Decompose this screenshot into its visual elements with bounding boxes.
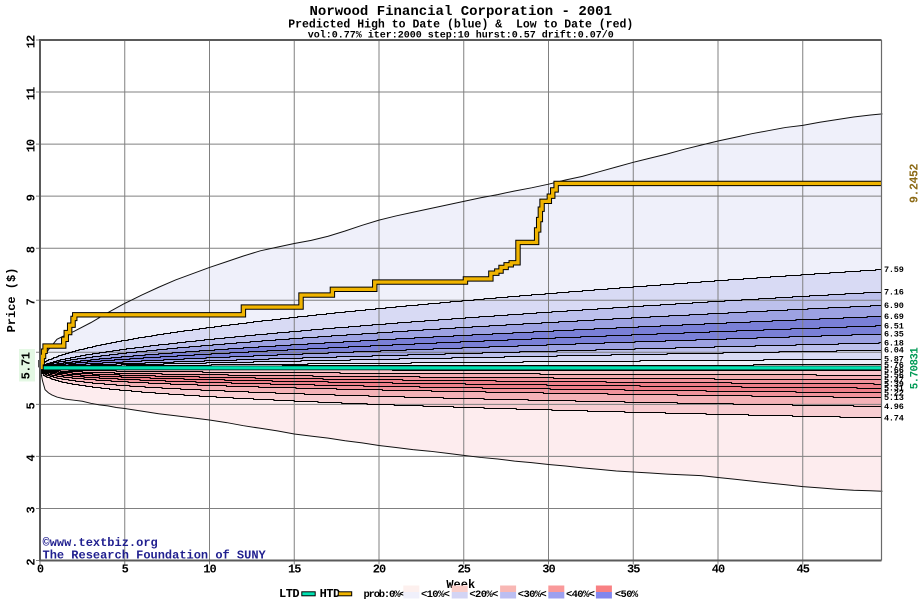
svg-text:LTD: LTD: [279, 587, 299, 600]
svg-text:40: 40: [712, 563, 725, 577]
svg-text:The Research Foundation of SUN: The Research Foundation of SUNY: [43, 549, 267, 563]
svg-text:4: 4: [25, 455, 39, 462]
svg-text:7.16: 7.16: [884, 287, 904, 297]
svg-text:5.47: 5.47: [884, 375, 904, 385]
svg-text:9.2452: 9.2452: [909, 164, 920, 204]
svg-text:12: 12: [25, 35, 39, 48]
svg-text:5.66: 5.66: [884, 366, 904, 376]
svg-text:5.87: 5.87: [884, 355, 904, 365]
svg-text:5.76: 5.76: [884, 360, 904, 370]
svg-text:5.13: 5.13: [884, 393, 904, 403]
svg-text:prob:0%<: prob:0%<: [364, 589, 406, 600]
svg-text:<40%<: <40%<: [566, 589, 595, 600]
svg-text:8: 8: [25, 246, 39, 253]
svg-text:5.70831: 5.70831: [910, 347, 920, 390]
svg-text:5.31: 5.31: [884, 384, 904, 394]
svg-text:Price ($): Price ($): [5, 268, 19, 333]
svg-text:4.74: 4.74: [884, 413, 904, 423]
svg-text:6.35: 6.35: [884, 330, 904, 340]
svg-text:6.69: 6.69: [884, 312, 904, 322]
svg-text:6.04: 6.04: [884, 346, 904, 356]
svg-text:vol:0.77% iter:2000 step:10 hu: vol:0.77% iter:2000 step:10 hurst:0.57 d…: [308, 30, 614, 42]
svg-text:20: 20: [373, 563, 386, 577]
svg-text:<20%<: <20%<: [469, 589, 498, 600]
svg-text:0: 0: [37, 563, 44, 577]
svg-text:45: 45: [797, 563, 810, 577]
svg-text:7.59: 7.59: [884, 265, 904, 275]
svg-text:5.39: 5.39: [884, 380, 904, 390]
svg-text:4.96: 4.96: [884, 402, 904, 412]
svg-text:6.90: 6.90: [884, 301, 904, 311]
svg-text:35: 35: [627, 563, 640, 577]
svg-text:5.56: 5.56: [884, 371, 904, 381]
svg-text:<50%: <50%: [615, 589, 639, 600]
svg-text:7: 7: [25, 298, 39, 305]
svg-text:25: 25: [458, 563, 471, 577]
svg-text:Predicted High to Date (blue): Predicted High to Date (blue) & Low to D…: [288, 19, 633, 32]
svg-text:HTD: HTD: [320, 587, 340, 600]
svg-text:30: 30: [542, 563, 555, 577]
svg-text:5: 5: [122, 563, 129, 577]
svg-text:5.22: 5.22: [884, 388, 904, 398]
svg-text:2: 2: [25, 559, 39, 566]
svg-text:<30%<: <30%<: [518, 589, 547, 600]
svg-text:15: 15: [288, 563, 301, 577]
svg-text:<10%<: <10%<: [421, 589, 450, 600]
svg-text:10: 10: [25, 139, 39, 152]
svg-text:Norwood Financial Corporation: Norwood Financial Corporation - 2001: [310, 4, 612, 20]
svg-text:5: 5: [25, 402, 39, 409]
svg-text:11: 11: [25, 87, 39, 100]
svg-text:5.71: 5.71: [20, 352, 34, 379]
svg-text:©www.textbiz.org: ©www.textbiz.org: [43, 536, 158, 550]
svg-text:3: 3: [25, 507, 39, 514]
svg-text:6.51: 6.51: [884, 321, 904, 331]
svg-text:9: 9: [25, 194, 39, 201]
svg-text:6.18: 6.18: [884, 338, 904, 348]
svg-text:10: 10: [203, 563, 216, 577]
